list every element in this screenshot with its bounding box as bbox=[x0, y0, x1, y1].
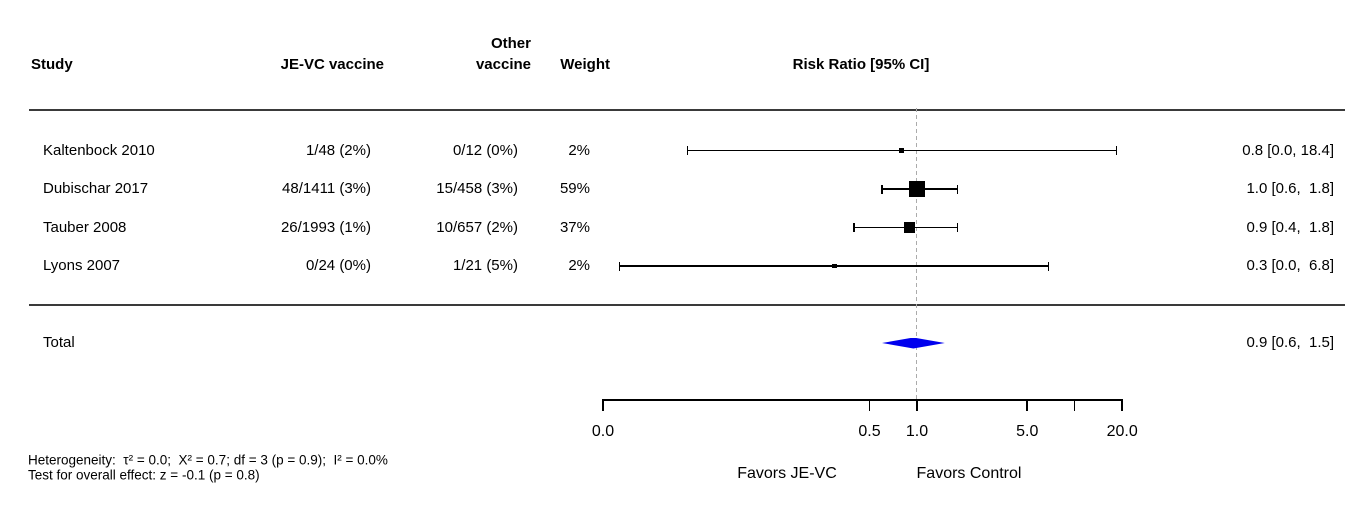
col-header-weight: Weight bbox=[560, 55, 610, 73]
ci-whisker-cap-left bbox=[853, 223, 855, 232]
x-axis-line bbox=[603, 399, 1123, 401]
x-axis-tick bbox=[916, 399, 918, 411]
heterogeneity-note: Heterogeneity: τ² = 0.0; Χ² = 0.7; df = … bbox=[28, 452, 388, 468]
x-axis-tick bbox=[1026, 399, 1028, 411]
study-ci-value: 0.8 [0.0, 18.4] bbox=[1242, 141, 1334, 159]
ci-whisker-cap-left bbox=[618, 261, 621, 271]
x-axis-tick bbox=[1073, 399, 1076, 411]
x-axis-tick-label: 0.0 bbox=[591, 423, 615, 441]
favors-right-label: Favors Control bbox=[916, 465, 1022, 483]
overall-effect-note: Test for overall effect: z = -0.1 (p = 0… bbox=[28, 467, 260, 483]
study-jevc-value: 0/24 (0%) bbox=[305, 256, 371, 274]
point-estimate-square bbox=[904, 221, 916, 234]
ci-whisker-cap-right bbox=[1115, 146, 1118, 155]
col-header-jevc-vaccine: JE-VC vaccine bbox=[280, 55, 384, 73]
col-header-risk-ratio: Risk Ratio [95% CI] bbox=[792, 55, 930, 73]
study-name: Tauber 2008 bbox=[43, 218, 127, 236]
x-axis-tick-label: 0.5 bbox=[858, 423, 881, 441]
ci-whisker-cap-left bbox=[881, 184, 883, 194]
study-other-value: 1/21 (5%) bbox=[452, 256, 518, 274]
ci-whisker-cap-right bbox=[1047, 261, 1050, 271]
x-axis-tick-label: 1.0 bbox=[905, 423, 929, 441]
study-jevc-value: 48/1411 (3%) bbox=[282, 179, 371, 197]
total-label: Total bbox=[43, 333, 75, 351]
col-header-other-vaccine-line1: Other bbox=[490, 34, 531, 52]
study-jevc-value: 26/1993 (1%) bbox=[280, 218, 371, 236]
study-weight-value: 59% bbox=[559, 179, 590, 197]
study-weight-value: 2% bbox=[568, 256, 590, 274]
summary-diamond bbox=[882, 337, 945, 349]
ci-whisker-cap-right bbox=[956, 223, 958, 232]
point-estimate-square bbox=[832, 263, 837, 269]
study-ci-value: 0.9 [0.4, 1.8] bbox=[1246, 218, 1334, 236]
point-estimate-square bbox=[899, 148, 904, 153]
x-axis-tick-label: 5.0 bbox=[1016, 423, 1039, 441]
x-axis-tick bbox=[868, 399, 871, 411]
study-jevc-value: 1/48 (2%) bbox=[305, 141, 371, 159]
ci-whisker-cap-left bbox=[686, 146, 689, 155]
study-name: Kaltenbock 2010 bbox=[43, 141, 155, 159]
study-ci-value: 0.3 [0.0, 6.8] bbox=[1246, 256, 1334, 274]
study-name: Dubischar 2017 bbox=[43, 179, 149, 197]
favors-left-label: Favors JE-VC bbox=[737, 465, 837, 483]
col-header-other-vaccine-line2: vaccine bbox=[475, 55, 531, 73]
study-other-value: 0/12 (0%) bbox=[452, 141, 518, 159]
study-other-value: 10/657 (2%) bbox=[436, 218, 518, 236]
total-separator-line bbox=[29, 304, 1345, 306]
study-other-value: 15/458 (3%) bbox=[436, 179, 518, 197]
reference-line-rr-1 bbox=[916, 108, 917, 399]
header-separator-line bbox=[29, 109, 1345, 111]
col-header-study: Study bbox=[31, 55, 73, 73]
study-weight-value: 2% bbox=[568, 141, 590, 159]
x-axis-tick bbox=[602, 399, 604, 411]
study-name: Lyons 2007 bbox=[43, 256, 121, 274]
point-estimate-square bbox=[909, 181, 925, 197]
ci-whisker-cap-right bbox=[956, 184, 958, 194]
study-weight-value: 37% bbox=[559, 218, 590, 236]
x-axis-tick-label: 20.0 bbox=[1106, 423, 1138, 441]
total-ci-value: 0.9 [0.6, 1.5] bbox=[1246, 333, 1334, 351]
x-axis-tick bbox=[1121, 399, 1123, 411]
study-ci-value: 1.0 [0.6, 1.8] bbox=[1246, 179, 1334, 197]
